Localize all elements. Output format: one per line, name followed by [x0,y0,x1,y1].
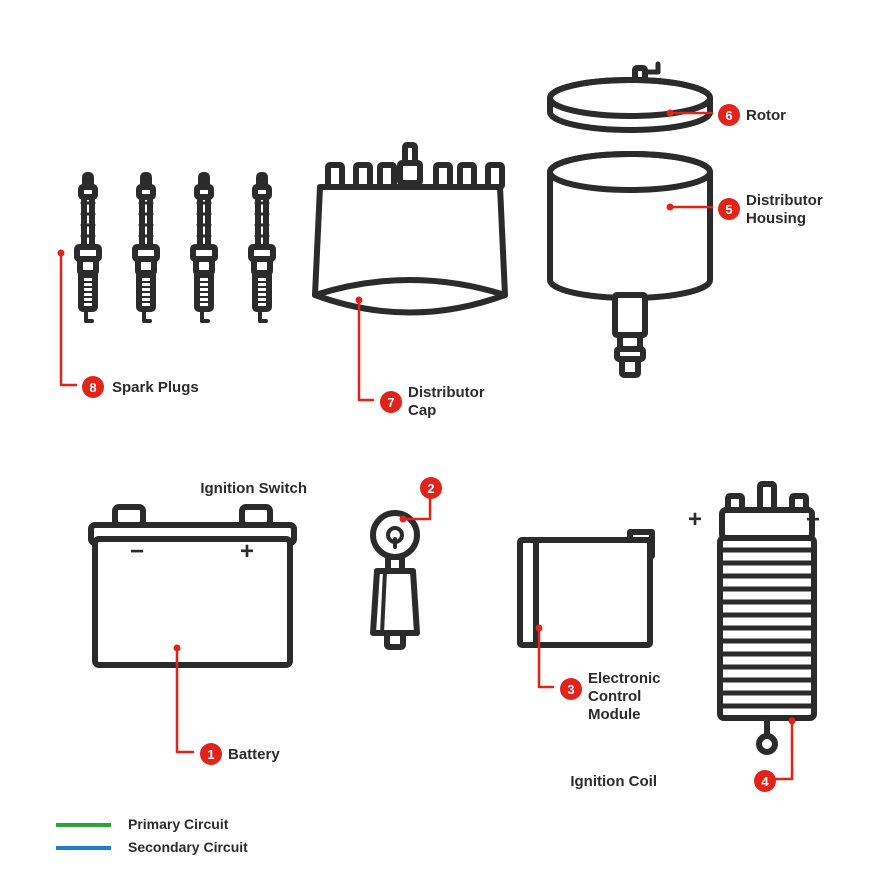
callout-badge-3: 3 [560,678,582,700]
callout-label-3: Electronic Control Module [588,670,661,724]
callout-badge-7: 7 [380,391,402,413]
callout-label-4: Ignition Coil [570,773,657,791]
callout-badge-8: 8 [82,376,104,398]
legend-label-0: Primary Circuit [128,816,228,832]
callout-badge-5: 5 [718,198,740,220]
diagram-svg [0,0,880,880]
callout-label-1: Battery [228,746,280,764]
callout-label-6: Rotor [746,107,786,125]
callout-badge-4: 4 [754,770,776,792]
battery-minus: − [130,538,144,566]
callout-label-5: Distributor Housing [746,192,823,228]
callout-badge-2: 2 [420,477,442,499]
legend-label-1: Secondary Circuit [128,839,248,855]
legend-line-1 [56,846,111,850]
coil-plus: + [688,506,702,534]
diagram-stage: 8 Spark Plugs 7 Distributor Cap 6 Rotor 5 Distr… [0,0,880,880]
callout-badge-6: 6 [718,104,740,126]
callout-label-8: Spark Plugs [112,379,199,397]
legend-line-0 [56,823,111,827]
coil-minus: − [806,506,820,534]
callout-badge-1: 1 [200,743,222,765]
battery-plus: + [240,538,254,566]
callout-label-7: Distributor Cap [408,384,485,420]
callout-label-2: Ignition Switch [200,480,307,498]
